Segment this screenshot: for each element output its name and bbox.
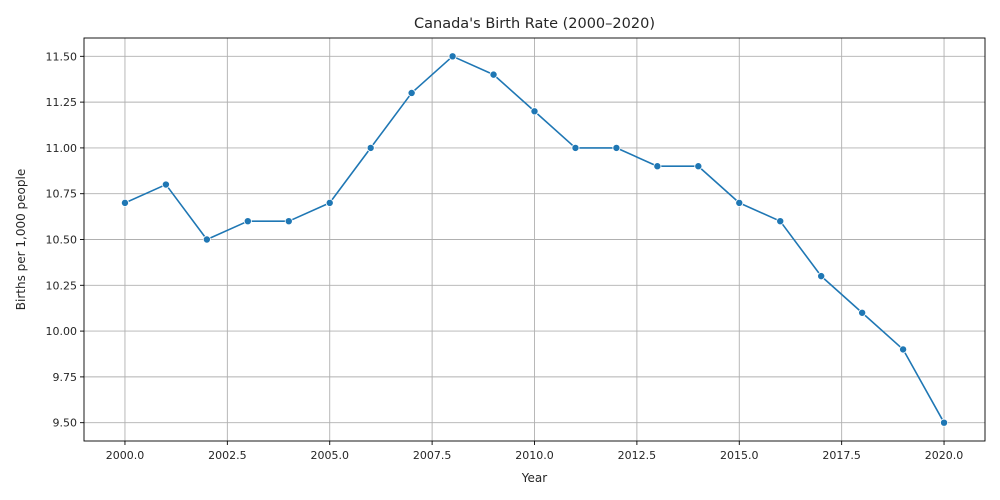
data-point: [776, 217, 785, 226]
data-point: [858, 308, 867, 317]
y-tick-label: 9.75: [53, 371, 78, 384]
data-point: [735, 198, 744, 207]
data-point: [407, 88, 416, 97]
data-point: [653, 162, 662, 171]
data-point: [612, 143, 621, 152]
y-tick-label: 11.25: [46, 96, 78, 109]
data-point: [817, 272, 826, 281]
x-tick-label: 2017.5: [822, 449, 861, 462]
y-axis-ticks: 9.50 9.75 10.00 10.25 10.50 10.75 11.00 11.25 11…: [46, 50, 84, 430]
y-tick-label: 10.75: [46, 188, 78, 201]
x-tick-label: 2010.0: [515, 449, 554, 462]
data-point: [571, 143, 580, 152]
chart-title: Canada's Birth Rate (2000–2020): [414, 16, 655, 32]
data-point: [694, 162, 703, 171]
data-point: [284, 217, 293, 226]
y-tick-label: 11.50: [46, 50, 78, 63]
y-tick-label: 10.25: [46, 279, 78, 292]
data-point: [366, 143, 375, 152]
x-tick-label: 2000.0: [106, 449, 145, 462]
x-tick-label: 2020.0: [925, 449, 964, 462]
data-point: [448, 52, 457, 61]
x-axis-ticks: 2000.0 2002.5 2005.0 2007.5 2010.0 2012.5 2015…: [106, 441, 964, 462]
data-point: [243, 217, 252, 226]
x-tick-label: 2012.5: [618, 449, 657, 462]
data-point: [161, 180, 170, 189]
y-axis-label: Births per 1,000 people: [14, 169, 28, 310]
y-tick-label: 11.00: [46, 142, 78, 155]
x-axis-label: Year: [521, 471, 547, 485]
data-point: [899, 345, 908, 354]
data-point: [489, 70, 498, 79]
data-point: [940, 418, 949, 427]
x-tick-label: 2002.5: [208, 449, 247, 462]
y-tick-label: 9.50: [53, 417, 78, 430]
data-point: [530, 107, 539, 116]
x-tick-label: 2007.5: [413, 449, 452, 462]
data-point: [202, 235, 211, 244]
y-tick-label: 10.50: [46, 234, 78, 247]
x-tick-label: 2005.0: [310, 449, 349, 462]
x-tick-label: 2015.0: [720, 449, 759, 462]
grid-layer: [84, 38, 985, 441]
series-layer: [120, 52, 949, 427]
data-point: [120, 198, 129, 207]
data-point: [325, 198, 334, 207]
y-tick-label: 10.00: [46, 325, 78, 338]
